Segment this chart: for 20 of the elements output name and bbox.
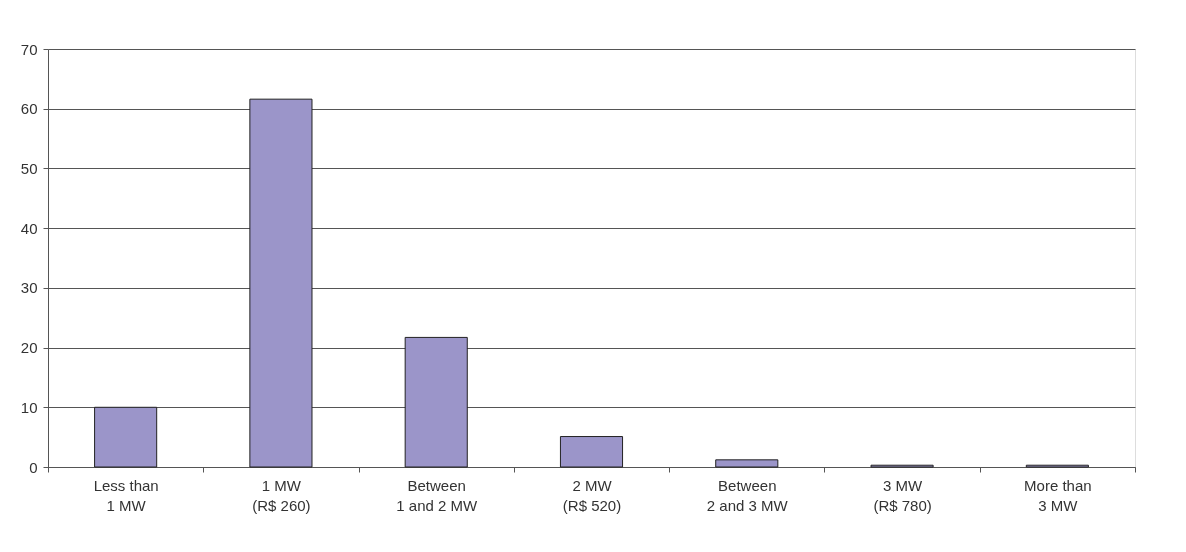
- y-tick-label: 20: [20, 339, 38, 357]
- y-tick-label: 30: [20, 279, 38, 297]
- x-tick-label: More than 3 MW: [1024, 476, 1092, 514]
- x-tick-label: 3 MW (R$ 780): [873, 476, 932, 514]
- y-tick-label: 0: [29, 458, 38, 476]
- y-tick-label: 50: [20, 159, 38, 177]
- y-tick-label: 10: [20, 398, 38, 416]
- y-tick-label: 60: [20, 100, 38, 118]
- y-tick-label: 40: [20, 219, 38, 237]
- bar: [559, 436, 624, 468]
- bar: [94, 406, 158, 468]
- y-tick-label: 70: [20, 40, 38, 58]
- x-tick-label: Less than 1 MW: [93, 476, 159, 514]
- bar: [404, 336, 468, 468]
- bar: [715, 459, 779, 468]
- x-tick-label: 1 MW (R$ 260): [252, 476, 311, 514]
- x-tick-label: Between 2 and 3 MW: [706, 476, 789, 514]
- x-tick-label: 2 MW (R$ 520): [562, 476, 622, 514]
- bar: [249, 98, 313, 468]
- x-tick-label: Between 1 and 2 MW: [396, 476, 478, 514]
